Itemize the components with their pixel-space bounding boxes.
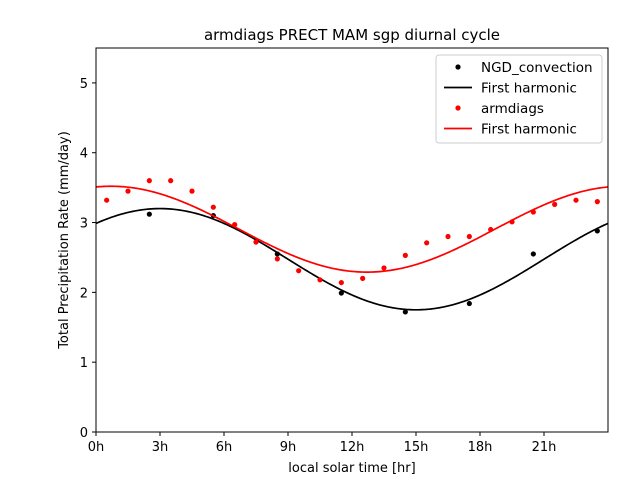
data-point: [573, 197, 579, 203]
chart-title: armdiags PRECT MAM sgp diurnal cycle: [204, 26, 500, 44]
data-point: [125, 188, 131, 194]
data-point: [274, 256, 280, 262]
data-point: [360, 275, 366, 281]
legend-label: NGD_convection: [481, 60, 593, 76]
data-point: [338, 290, 344, 296]
legend-label: First harmonic: [481, 122, 577, 138]
x-tick-label: 15h: [404, 440, 429, 455]
y-tick-label: 1: [80, 356, 88, 371]
harmonic-line: [95, 207, 609, 311]
y-tick-label: 4: [80, 147, 88, 162]
y-tick-label: 3: [80, 217, 88, 232]
x-tick-label: 6h: [216, 440, 233, 455]
data-point: [104, 197, 110, 203]
y-tick-label: 0: [80, 426, 88, 441]
y-tick-label: 2: [80, 286, 88, 301]
data-point: [402, 252, 408, 258]
data-point: [168, 178, 174, 184]
data-point: [210, 204, 216, 210]
y-tick-label: 5: [80, 77, 88, 92]
data-point: [338, 279, 344, 286]
series-0-points: [146, 211, 600, 315]
legend-box: [435, 54, 603, 144]
x-tick-label: 3h: [152, 440, 169, 455]
x-axis-ticks: 0h 3h 6h 9h 12h 15h 18h 21h: [88, 432, 557, 455]
data-point: [189, 188, 195, 194]
legend-label: armdiags: [481, 101, 544, 117]
data-point: [466, 300, 472, 307]
legend-label: First harmonic: [481, 81, 577, 97]
legend-entry: NGD_convection: [455, 60, 593, 76]
legend-entry: First harmonic: [444, 81, 577, 97]
y-axis-ticks: 0 1 2 3 4 5: [80, 77, 96, 441]
data-point: [552, 201, 558, 207]
data-point: [594, 199, 600, 205]
x-tick-label: 9h: [280, 440, 297, 455]
x-tick-label: 12h: [340, 440, 365, 455]
data-point: [445, 233, 451, 240]
data-point: [253, 239, 259, 245]
data-point: [296, 268, 302, 274]
series-2-points: [104, 178, 600, 286]
legend-point-swatch: [455, 64, 461, 70]
data-point: [466, 233, 472, 240]
data-point: [317, 277, 323, 283]
harmonic-line: [95, 185, 609, 273]
x-tick-label: 21h: [532, 440, 557, 455]
x-axis-label: local solar time [hr]: [288, 461, 415, 476]
data-point: [146, 178, 152, 184]
series-1-harmonic-line: [95, 207, 609, 311]
data-point: [530, 251, 536, 257]
data-point: [424, 240, 430, 246]
legend: NGD_convection First harmonic armdiags Firs…: [435, 54, 603, 144]
data-point: [146, 211, 152, 217]
y-axis-label: Total Precipitation Rate (mm/day): [57, 131, 72, 350]
x-tick-label: 0h: [88, 440, 105, 455]
legend-entry: First harmonic: [444, 122, 577, 138]
data-point: [402, 309, 408, 315]
legend-entry: armdiags: [455, 101, 544, 117]
legend-entries: NGD_convection First harmonic armdiags Firs…: [444, 60, 593, 138]
series-layer: [95, 178, 609, 315]
data-point: [381, 265, 387, 271]
series-3-harmonic-line: [95, 185, 609, 273]
legend-point-swatch: [455, 105, 461, 111]
x-tick-label: 18h: [468, 440, 493, 455]
